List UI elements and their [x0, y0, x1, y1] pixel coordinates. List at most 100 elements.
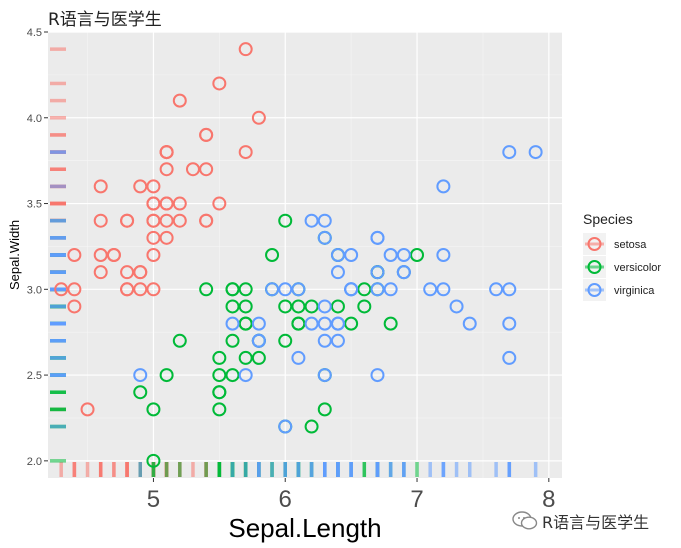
data-point-virginica	[278, 419, 293, 434]
watermark-text: R语言与医学生	[542, 513, 650, 532]
data-point-setosa	[199, 127, 214, 142]
data-point-virginica	[436, 282, 451, 297]
data-point-setosa	[159, 145, 174, 160]
data-point-setosa	[120, 282, 135, 297]
data-point-virginica	[330, 333, 345, 348]
data-point-setosa	[146, 248, 161, 262]
legend-label-setosa: setosa	[614, 239, 647, 251]
data-point-virginica	[317, 368, 332, 383]
data-point-versicolor	[146, 453, 161, 468]
data-point-virginica	[502, 145, 517, 160]
x-tick-label: 7	[410, 486, 423, 513]
data-point-versicolor	[278, 299, 293, 314]
data-point-versicolor	[238, 316, 253, 331]
data-point-virginica	[436, 248, 451, 262]
data-point-versicolor	[383, 316, 398, 331]
plot-panel	[48, 32, 562, 478]
data-point-setosa	[251, 110, 266, 125]
axes: 5 6 7 8 2.0 2.5 3.0 3.5 4.0 4.5	[27, 27, 556, 513]
data-point-setosa	[54, 282, 69, 297]
data-point-virginica	[225, 316, 240, 331]
data-point-setosa	[159, 213, 174, 228]
data-point-versicolor	[357, 282, 372, 297]
data-point-setosa	[146, 179, 161, 194]
watermark: R语言与医学生	[512, 509, 649, 533]
data-point-setosa	[159, 162, 174, 177]
legend-label-versicolor: versicolor	[614, 262, 661, 274]
legend-title: Species	[583, 211, 633, 227]
y-tick-label: 4.0	[27, 113, 42, 125]
data-point-virginica	[330, 265, 345, 280]
data-point-setosa	[80, 402, 95, 417]
data-point-versicolor	[212, 385, 227, 400]
data-point-versicolor	[291, 299, 306, 314]
data-point-virginica	[502, 316, 517, 331]
data-point-setosa	[146, 230, 161, 245]
data-point-versicolor	[225, 368, 240, 383]
y-axis-label: Sepal.Width	[7, 220, 22, 290]
x-tick-label: 6	[279, 486, 292, 513]
y-tick-label: 3.5	[27, 199, 42, 211]
data-point-setosa	[238, 145, 253, 160]
data-point-setosa	[120, 265, 135, 280]
legend: Species setosa versicolor virginica	[583, 211, 661, 301]
data-point-setosa	[159, 196, 174, 211]
data-point-virginica	[265, 282, 280, 297]
y-tick-label: 2.5	[27, 370, 42, 382]
legend-key-virginica	[587, 283, 602, 297]
data-point-virginica	[383, 282, 398, 297]
data-point-virginica	[330, 248, 345, 262]
data-point-setosa	[93, 213, 108, 228]
data-point-setosa	[133, 265, 148, 280]
data-point-setosa	[67, 299, 82, 314]
x-tick-label: 5	[147, 486, 160, 513]
y-tick-label: 2.0	[27, 456, 42, 468]
data-point-virginica	[449, 299, 464, 314]
data-point-setosa	[133, 282, 148, 297]
data-point-versicolor	[133, 385, 148, 400]
wechat-icon	[512, 511, 538, 530]
data-point-setosa	[159, 230, 174, 245]
data-point-virginica	[383, 248, 398, 262]
data-point-versicolor	[238, 299, 253, 314]
data-point-versicolor	[251, 350, 266, 365]
data-point-virginica	[251, 333, 266, 348]
data-point-virginica	[370, 368, 385, 383]
data-point-versicolor	[212, 402, 227, 417]
data-point-virginica	[317, 213, 332, 228]
data-point-setosa	[146, 213, 161, 228]
data-point-virginica	[133, 368, 148, 383]
data-point-virginica	[317, 230, 332, 245]
data-point-setosa	[172, 196, 187, 211]
data-point-versicolor	[146, 402, 161, 417]
data-point-setosa	[185, 162, 200, 177]
data-point-setosa	[199, 213, 214, 228]
data-point-virginica	[317, 299, 332, 314]
data-point-virginica	[370, 265, 385, 280]
data-point-virginica	[317, 333, 332, 348]
data-point-virginica	[462, 316, 477, 331]
data-point-setosa	[146, 282, 161, 297]
data-point-versicolor	[304, 419, 319, 434]
data-point-versicolor	[225, 299, 240, 314]
data-point-virginica	[251, 316, 266, 331]
data-point-setosa	[172, 213, 187, 228]
data-point-virginica	[317, 316, 332, 331]
data-point-versicolor	[330, 299, 345, 314]
data-point-setosa	[212, 76, 227, 91]
data-point-virginica	[291, 350, 306, 365]
data-point-versicolor	[238, 350, 253, 365]
data-point-setosa	[212, 196, 227, 211]
data-point-versicolor	[212, 368, 227, 383]
data-point-virginica	[396, 248, 411, 262]
data-point-setosa	[133, 179, 148, 194]
data-point-versicolor	[172, 333, 187, 348]
data-point-virginica	[370, 282, 385, 297]
data-point-virginica	[304, 316, 319, 331]
data-point-versicolor	[225, 333, 240, 348]
data-point-setosa	[199, 162, 214, 177]
data-point-versicolor	[278, 333, 293, 348]
data-point-virginica	[278, 282, 293, 297]
y-tick-label: 3.0	[27, 284, 42, 296]
